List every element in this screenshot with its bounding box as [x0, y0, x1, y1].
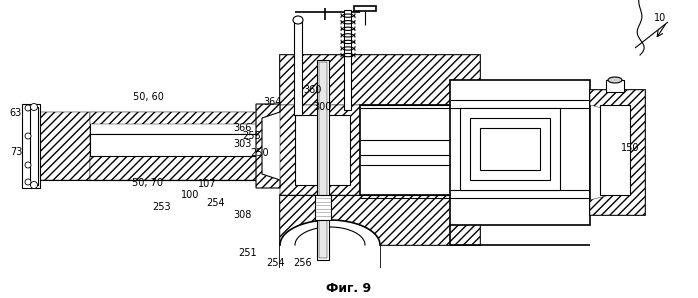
Text: 73: 73: [10, 147, 22, 157]
Circle shape: [25, 105, 31, 111]
Bar: [344, 10, 351, 110]
Bar: [317, 60, 329, 260]
Text: 150: 150: [621, 143, 639, 153]
Ellipse shape: [293, 16, 303, 24]
Text: 308: 308: [234, 210, 252, 220]
Text: 254: 254: [207, 198, 225, 208]
Polygon shape: [280, 105, 360, 195]
Bar: [22, 104, 40, 188]
Polygon shape: [280, 55, 480, 105]
Circle shape: [25, 162, 31, 168]
Polygon shape: [280, 220, 380, 270]
Bar: [38, 112, 256, 180]
Text: 63: 63: [10, 108, 22, 118]
Polygon shape: [38, 112, 90, 180]
Text: 107: 107: [198, 179, 216, 189]
Bar: [470, 118, 550, 180]
Text: 364: 364: [263, 97, 281, 107]
Bar: [90, 112, 258, 134]
Text: 50, 60: 50, 60: [133, 92, 163, 102]
Bar: [30, 107, 38, 185]
Text: 100: 100: [181, 190, 199, 200]
Polygon shape: [90, 156, 258, 180]
Circle shape: [25, 179, 31, 185]
Circle shape: [31, 103, 38, 111]
Bar: [295, 115, 350, 185]
Bar: [90, 156, 258, 180]
Bar: [319, 62, 327, 258]
Text: 251: 251: [239, 248, 258, 258]
Bar: [480, 128, 540, 170]
Bar: [606, 80, 624, 92]
Text: 253: 253: [153, 202, 171, 212]
Text: 250: 250: [251, 148, 269, 158]
Polygon shape: [256, 104, 280, 188]
Bar: [460, 108, 560, 190]
Text: 360: 360: [304, 85, 322, 95]
Text: 50, 70: 50, 70: [133, 178, 163, 188]
Ellipse shape: [608, 77, 622, 83]
Text: 300: 300: [314, 102, 332, 112]
Polygon shape: [590, 90, 645, 215]
Bar: [294, 20, 302, 115]
Bar: [280, 195, 480, 245]
Bar: [360, 105, 480, 195]
Text: 256: 256: [294, 258, 312, 268]
Text: 366: 366: [234, 123, 252, 133]
Polygon shape: [90, 112, 258, 124]
Circle shape: [31, 181, 38, 189]
Text: 254: 254: [267, 258, 285, 268]
Polygon shape: [280, 195, 480, 245]
Circle shape: [25, 133, 31, 139]
Bar: [600, 105, 630, 195]
Bar: [590, 90, 645, 215]
Text: 303: 303: [234, 139, 252, 149]
Bar: [280, 105, 360, 195]
Bar: [90, 134, 258, 156]
Bar: [354, 6, 376, 11]
Bar: [315, 195, 331, 220]
Text: 255: 255: [243, 131, 261, 141]
Bar: [450, 80, 590, 225]
Text: 10: 10: [654, 13, 666, 23]
Bar: [280, 55, 480, 105]
Text: Фиг. 9: Фиг. 9: [327, 282, 371, 294]
